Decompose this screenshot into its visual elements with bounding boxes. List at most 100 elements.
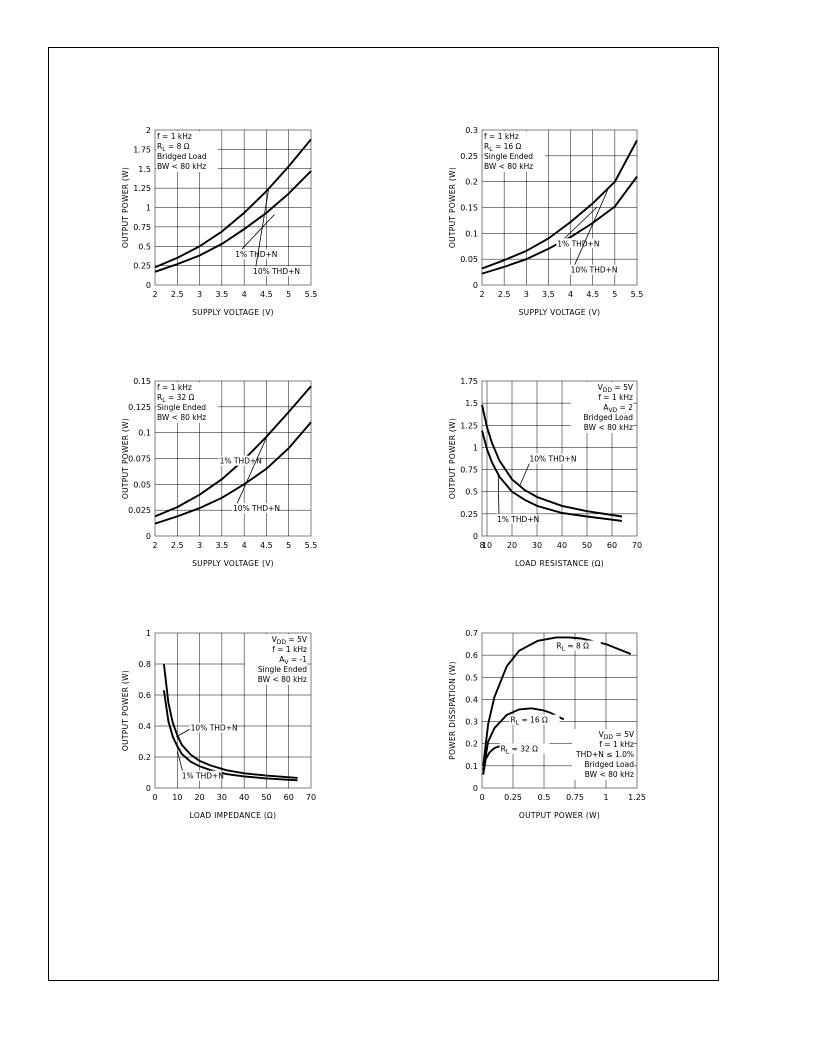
annotation-bg: [572, 729, 634, 780]
y-tick-label: 1: [473, 443, 478, 452]
leader-line: [254, 188, 270, 272]
annotation-line: f = 1 kHz: [157, 383, 192, 392]
y-tick-label: 0.1: [138, 429, 151, 438]
annotation-bg: [245, 634, 307, 685]
y-axis-label: POWER DISSIPATION (W): [448, 661, 457, 760]
y-tick-label: 0.75: [133, 223, 151, 232]
x-tick-label: 2: [152, 541, 157, 550]
annotation-line: VDD = 5V: [598, 383, 634, 394]
annotation-line: BW < 80 kHz: [585, 770, 634, 779]
series-label: 10% THD+N: [530, 455, 577, 464]
y-tick-label: 0.4: [138, 722, 151, 731]
plot-border: [481, 129, 638, 286]
x-tick-label: 1.25: [628, 793, 646, 802]
x-tick-label: 4: [242, 541, 247, 550]
x-tick-label: 3.5: [215, 541, 228, 550]
x-tick-label: 0.5: [538, 793, 551, 802]
y-tick-label: 0.2: [138, 753, 151, 762]
series-label-bg: [234, 249, 276, 260]
annotation-line: BW < 80 kHz: [584, 423, 633, 432]
series-label-bg: [180, 770, 222, 781]
y-tick-label: 0: [473, 532, 478, 541]
x-tick-label: 3.5: [542, 290, 555, 299]
chart-output-power-vs-supply-16ohm: 2 2.5 3 3.5 4 4.5 5 5.5 0 0.05 0.1 0.15 0.2 0.25 0.3 SU…: [448, 126, 643, 317]
annotation-line: f = 1 kHz: [157, 132, 192, 141]
x-tick-label: 2.5: [171, 541, 184, 550]
x-axis-label: LOAD IMPEDANCE (Ω): [190, 811, 277, 820]
x-tick-label: 2: [479, 290, 484, 299]
annotation-line: BW < 80 kHz: [258, 675, 307, 684]
x-tick-label: 4.5: [260, 541, 273, 550]
series-label: 10% THD+N: [191, 724, 238, 733]
x-tick-label: 40: [239, 793, 249, 802]
y-tick-label: 0.1: [465, 762, 478, 771]
annotation-line: Bridged Load: [584, 760, 634, 769]
annotation-line: BW < 80 kHz: [157, 162, 206, 171]
x-tick-label: 5.5: [305, 290, 318, 299]
annotation-line: BW < 80 kHz: [157, 413, 206, 422]
annotation-line: RL = 16 Ω: [484, 142, 522, 153]
annotation-bg: [483, 131, 545, 172]
series-line: [154, 421, 312, 525]
x-tick-label: 20: [194, 793, 204, 802]
y-tick-label: 0.3: [465, 718, 478, 727]
y-axis-label: OUTPUT POWER (W): [121, 418, 130, 499]
series-line: [481, 430, 623, 522]
annotation-bg: [156, 382, 218, 423]
y-tick-label: 1.75: [133, 145, 151, 154]
chart-output-power-vs-load-impedance: 0 10 20 30 40 50 60 70 0 0.2 0.4 0.6 0.8 1 LOAD IMPEDA…: [121, 629, 316, 820]
leader-line: [572, 188, 609, 270]
series-label: 1% THD+N: [220, 457, 262, 466]
annotation-line: AV = -1: [279, 655, 307, 666]
annotation-line: f = 1 kHz: [272, 645, 307, 654]
plot-border: [481, 632, 638, 789]
x-tick-label: 4: [242, 290, 247, 299]
x-tick-label: 5.5: [305, 541, 318, 550]
x-tick-label: 0.75: [566, 793, 584, 802]
x-tick-label: 20: [507, 541, 517, 550]
x-tick-label: 50: [582, 541, 592, 550]
x-tick-label: 2.5: [498, 290, 511, 299]
x-tick-label: 40: [557, 541, 567, 550]
series-line: [482, 707, 565, 771]
y-tick-label: 0.05: [133, 480, 151, 489]
x-tick-label: 60: [607, 541, 617, 550]
y-tick-label: 0.5: [465, 488, 478, 497]
annotation-line: RL = 32 Ω: [157, 393, 195, 404]
annotation-line: VDD = 5V: [272, 635, 308, 646]
y-tick-label: 0.05: [460, 255, 478, 264]
y-tick-label: 1.75: [460, 377, 478, 386]
annotation-line: VDD = 5V: [599, 730, 635, 741]
series-line: [162, 690, 298, 782]
y-tick-label: 0.15: [133, 377, 151, 386]
y-axis-label: OUTPUT POWER (W): [121, 670, 130, 751]
y-tick-label: 1.25: [460, 421, 478, 430]
y-tick-label: 0: [146, 281, 151, 290]
y-tick-label: 0.5: [465, 673, 478, 682]
chart-output-power-vs-supply-8ohm: 2 2.5 3 3.5 4 4.5 5 5.5 0 0.25 0.5 0.75 1 1.25 1.5 1.75…: [121, 126, 317, 317]
y-axis-label: OUTPUT POWER (W): [448, 167, 457, 248]
x-tick-label: 8: [479, 541, 484, 550]
series-label: 1% THD+N: [557, 239, 599, 248]
series-label-bg: [528, 453, 574, 464]
series-label: 10% THD+N: [571, 266, 618, 275]
x-tick-label: 70: [306, 793, 316, 802]
x-tick-label: 4.5: [586, 290, 599, 299]
x-tick-label: 5: [612, 290, 617, 299]
series-line: [481, 404, 623, 518]
y-tick-label: 0.025: [128, 506, 151, 515]
x-tick-label: 0: [479, 793, 484, 802]
x-tick-label: 5.5: [631, 290, 644, 299]
leader-line: [236, 214, 275, 255]
leader-line: [497, 473, 500, 519]
y-tick-label: 0.25: [133, 262, 151, 271]
y-tick-label: 0.6: [138, 691, 151, 700]
y-tick-label: 0.5: [138, 242, 151, 251]
series-label: 1% THD+N: [182, 772, 224, 781]
series-label: 10% THD+N: [253, 267, 300, 276]
series-line: [162, 663, 298, 779]
plot-border: [154, 129, 312, 286]
series-label-bg: [189, 722, 236, 733]
x-tick-label: 5: [286, 541, 291, 550]
y-tick-label: 0.1: [465, 229, 478, 238]
